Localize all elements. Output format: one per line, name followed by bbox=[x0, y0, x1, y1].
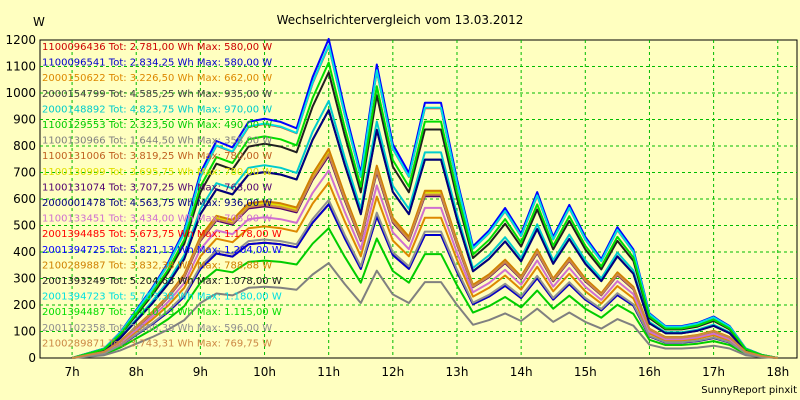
x-tick-label: 14h bbox=[510, 365, 533, 379]
x-tick-label: 18h bbox=[766, 365, 789, 379]
series-line-11 bbox=[71, 169, 778, 359]
y-axis-unit-label: W bbox=[33, 15, 45, 29]
legend-entry-11: 1100133451 Tot: 3.434,00 Wh Max: 708,00 … bbox=[42, 214, 272, 225]
y-tick-label: 100 bbox=[13, 325, 36, 339]
y-tick-label: 200 bbox=[13, 298, 36, 312]
chart-title: Wechselrichtervergleich vom 13.03.2012 bbox=[277, 13, 524, 27]
legend-entry-10: 2000001478 Tot: 4.563,75 Wh Max: 936,00 … bbox=[42, 198, 272, 209]
legend-entry-8: 1100130999 Tot: 3.695,75 Wh Max: 780,00 … bbox=[42, 167, 272, 178]
legend-entry-14: 2100289887 Tot: 3.832,38 Wh Max: 788,88 … bbox=[42, 260, 272, 271]
legend-entry-6: 1100130966 Tot: 1.644,50 Wh Max: 358,00 … bbox=[42, 136, 272, 147]
legend-entry-16: 2001394723 Tot: 5.703,38 Wh Max: 1.180,0… bbox=[42, 292, 282, 303]
series-lines bbox=[71, 37, 778, 359]
y-tick-label: 500 bbox=[13, 219, 36, 233]
x-tick-label: 13h bbox=[446, 365, 469, 379]
x-axis: 7h 8h 9h 10h 11h 12h 13h 14h 15h 16h 17h 18h bbox=[64, 365, 789, 379]
series-line-2 bbox=[71, 181, 778, 359]
series-line-18 bbox=[71, 199, 778, 359]
x-tick-label: 16h bbox=[638, 365, 661, 379]
legend-entry-13: 2001394725 Tot: 5.821,13 Wh Max: 1.204,0… bbox=[42, 245, 282, 256]
legend-entry-7: 1100131006 Tot: 3.819,25 Wh Max: 780,00 … bbox=[42, 151, 272, 162]
legend-entry-17: 2001394487 Tot: 5.410,13 Wh Max: 1.115,0… bbox=[42, 307, 282, 318]
x-tick-label: 7h bbox=[64, 365, 79, 379]
y-tick-label: 600 bbox=[13, 192, 36, 206]
legend-entry-18: 2001102358 Tot: 2.880,38 Wh Max: 596,00 … bbox=[42, 323, 272, 334]
legend-entry-15: 2001393249 Tot: 5.204,63 Wh Max: 1.078,0… bbox=[42, 276, 282, 287]
legend-entry-19: 2100289871 Tot: 3.743,31 Wh Max: 769,75 … bbox=[42, 338, 272, 349]
legend-entry-12: 2001394485 Tot: 5.673,75 Wh Max: 1.178,0… bbox=[42, 229, 282, 240]
y-tick-label: 800 bbox=[13, 139, 36, 153]
x-tick-label: 10h bbox=[253, 365, 276, 379]
legend-entry-3: 2000154799 Tot: 4.585,25 Wh Max: 935,00 … bbox=[42, 89, 272, 100]
y-tick-label: 1200 bbox=[5, 33, 36, 47]
y-tick-label: 0 bbox=[28, 351, 36, 365]
y-tick-label: 1100 bbox=[5, 60, 36, 74]
x-tick-label: 8h bbox=[129, 365, 144, 379]
legend-entry-9: 1100131074 Tot: 3.707,25 Wh Max: 763,00 … bbox=[42, 182, 272, 193]
legend: 1100096436 Tot: 2.781,00 Wh Max: 580,00 … bbox=[42, 42, 282, 349]
series-line-19 bbox=[71, 153, 778, 359]
x-tick-label: 17h bbox=[702, 365, 725, 379]
legend-entry-2: 2000150622 Tot: 3.226,50 Wh Max: 662,00 … bbox=[42, 73, 272, 84]
legend-entry-4: 2000148892 Tot: 4.823,75 Wh Max: 970,00 … bbox=[42, 104, 272, 115]
legend-entry-0: 1100096436 Tot: 2.781,00 Wh Max: 580,00 … bbox=[42, 42, 272, 53]
series-line-5 bbox=[71, 227, 778, 359]
y-tick-label: 400 bbox=[13, 245, 36, 259]
y-tick-label: 900 bbox=[13, 113, 36, 127]
y-tick-label: 700 bbox=[13, 166, 36, 180]
series-line-16 bbox=[71, 44, 778, 359]
y-tick-label: 300 bbox=[13, 272, 36, 286]
x-tick-label: 15h bbox=[574, 365, 597, 379]
x-tick-label: 12h bbox=[381, 365, 404, 379]
series-line-17 bbox=[71, 61, 778, 359]
series-line-6 bbox=[72, 262, 778, 359]
x-tick-label: 11h bbox=[317, 365, 340, 379]
series-line-10 bbox=[71, 109, 778, 359]
y-axis: 0 100 200 300 400 500 600 700 800 900 1000 1100 1200 bbox=[5, 33, 36, 365]
legend-entry-5: 1100129553 Tot: 2.323,50 Wh Max: 490,00 … bbox=[42, 120, 272, 131]
footer-credit: SunnyReport pinxit bbox=[701, 385, 797, 396]
legend-entry-1: 1100096541 Tot: 2.834,25 Wh Max: 580,00 … bbox=[42, 58, 272, 69]
x-tick-label: 9h bbox=[193, 365, 208, 379]
y-tick-label: 1000 bbox=[5, 86, 36, 100]
